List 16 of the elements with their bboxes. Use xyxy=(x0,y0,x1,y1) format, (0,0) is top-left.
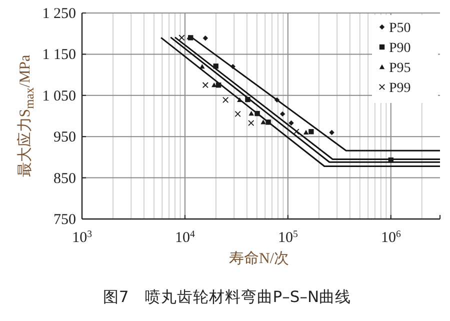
x-tick-label: 10$^{4}$ xyxy=(175,228,196,246)
legend-label: P95 xyxy=(389,61,411,76)
x-axis-title: 寿命N/次 xyxy=(229,251,289,267)
y-tick-label: 1 050 xyxy=(42,88,76,104)
legend-label: P99 xyxy=(389,81,411,96)
x-tick-label: 10$^{3}$ xyxy=(72,228,92,246)
y-tick-label: 1 250 xyxy=(42,6,76,22)
x-tick-label: 10$^{5}$ xyxy=(278,228,298,246)
legend-label: P90 xyxy=(389,41,411,56)
x-tick-label: 10$^{6}$ xyxy=(380,228,401,246)
y-tick-label: 950 xyxy=(54,130,76,146)
text: 图7 喷丸齿轮材料弯曲P–S–N曲线 xyxy=(102,288,352,306)
y-tick-label: 750 xyxy=(54,212,76,228)
y-tick-label: 850 xyxy=(54,170,76,187)
y-tick-label: 1 150 xyxy=(42,47,76,64)
legend-label: P50 xyxy=(389,21,411,36)
